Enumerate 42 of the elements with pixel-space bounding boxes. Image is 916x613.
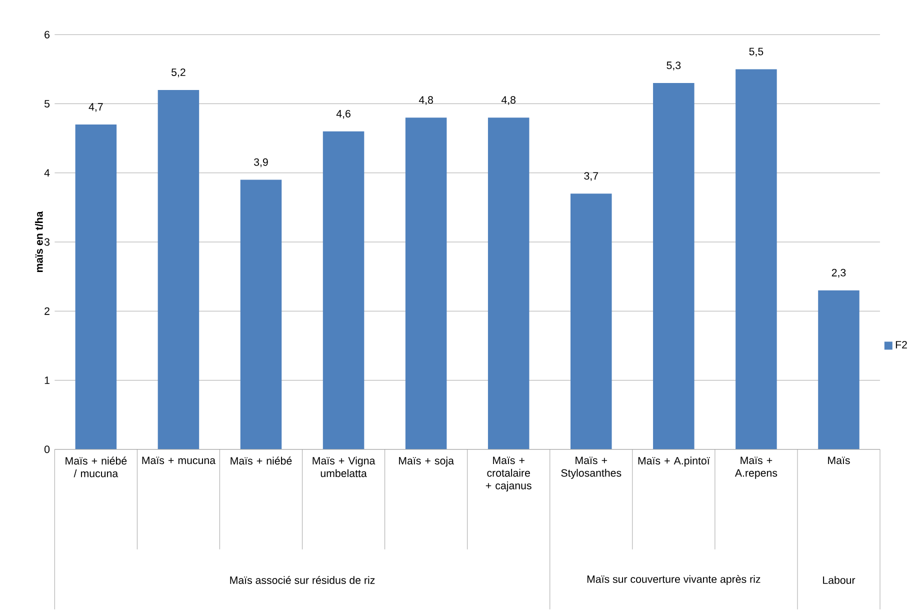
y-tick-label: 4 (44, 169, 50, 176)
x-tick-label: Maïs + A.repens (734, 456, 778, 479)
data-label: 4,7 (88, 102, 103, 112)
y-axis-title: maïs en t/ha (35, 211, 43, 272)
bar (240, 180, 282, 450)
data-label: 3,9 (254, 158, 268, 167)
bar (736, 69, 777, 450)
y-tick-label: 1 (44, 376, 50, 384)
bar (570, 193, 612, 450)
y-tick-label: 5 (44, 100, 50, 108)
bar (158, 90, 200, 450)
x-tick-label: Maïs + niébé / mucuna (66, 456, 127, 478)
x-tick-label: Maïs + crotalaire + cajanus (486, 456, 532, 492)
y-tick-label: 6 (44, 30, 50, 38)
data-label: 4,6 (336, 110, 350, 119)
legend-label: F2 (896, 340, 907, 348)
x-tick-label: Maïs + soja (399, 456, 454, 466)
x-tick-label: Maïs + A.pintoï (638, 456, 710, 466)
bar (488, 117, 530, 450)
data-label: 2,3 (832, 268, 846, 278)
y-tick-label: 3 (44, 238, 50, 246)
data-label: 4,8 (501, 96, 516, 105)
text: Maïs sur couverture vivante après riz (587, 574, 760, 585)
data-label: 3,7 (584, 172, 598, 181)
data-label: 5,5 (749, 48, 764, 56)
x-tick-label: Maïs + mucuna (142, 456, 216, 464)
x-tick-label: Maïs + niébé (230, 456, 292, 464)
bar (322, 131, 364, 450)
bar (818, 290, 860, 450)
y-tick-label: 2 (44, 307, 50, 315)
data-label: 5,2 (172, 68, 186, 78)
x-tick-label: Maïs + Vigna umbelatta (312, 456, 376, 477)
data-label: 4,8 (418, 96, 433, 105)
bar (75, 124, 117, 450)
data-label: 5,3 (666, 61, 681, 70)
x-tick-label: Maïs + Stylosanthes (561, 456, 622, 479)
bar (405, 117, 447, 450)
text: Labour (823, 576, 856, 584)
y-tick-label: 0 (44, 445, 50, 453)
text: Maïs associé sur résidus de riz (230, 576, 375, 584)
x-tick-label: Maïs (828, 456, 850, 464)
bar (653, 82, 694, 450)
